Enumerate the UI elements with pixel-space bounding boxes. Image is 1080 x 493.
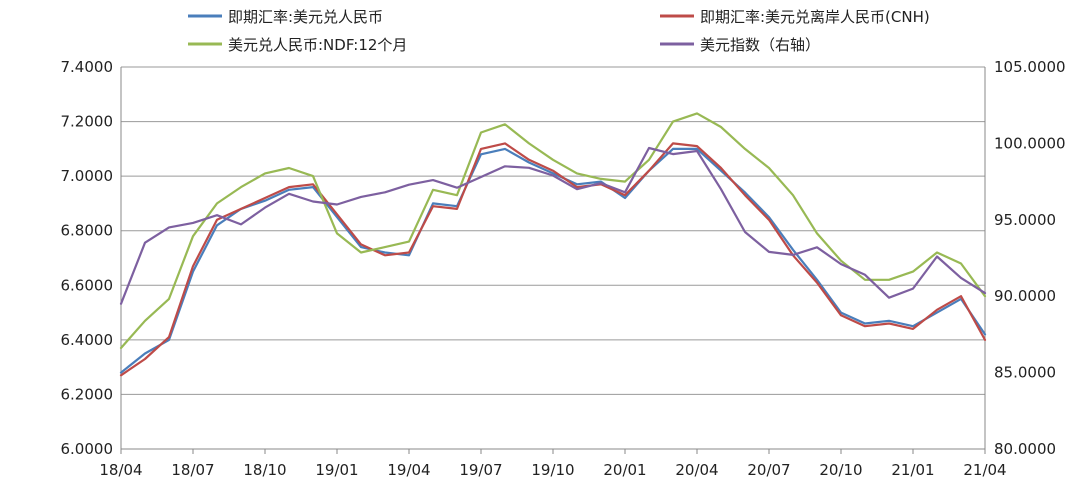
- legend-label: 即期汇率:美元兑离岸人民币(CNH): [700, 8, 930, 26]
- y-right-tick-label: 80.0000: [994, 440, 1056, 458]
- x-tick-label: 19/07: [459, 461, 502, 479]
- y-right-tick-label: 100.0000: [994, 134, 1066, 152]
- y-left-tick-label: 6.4000: [61, 331, 114, 349]
- legend: 即期汇率:美元兑人民币 即期汇率:美元兑离岸人民币(CNH) 美元兑人民币:NDF:…: [188, 8, 930, 54]
- y-left-tick-label: 7.2000: [61, 113, 114, 131]
- x-tick-label: 20/07: [747, 461, 790, 479]
- x-tick-label: 20/01: [603, 461, 646, 479]
- x-tick-label: 21/04: [963, 461, 1006, 479]
- gridlines: [121, 66, 985, 450]
- x-tick-label: 19/04: [387, 461, 430, 479]
- series-line-3: [119, 112, 987, 350]
- x-tick-label: 20/10: [819, 461, 862, 479]
- y-left-tick-label: 6.0000: [61, 440, 114, 458]
- series-line-2: [119, 142, 987, 377]
- legend-label: 即期汇率:美元兑人民币: [228, 8, 383, 26]
- legend-label: 美元兑人民币:NDF:12个月: [228, 36, 407, 54]
- x-tick-label: 18/10: [243, 461, 286, 479]
- axes: [120, 67, 986, 450]
- x-tick-label: 20/04: [675, 461, 718, 479]
- x-tick-label: 18/07: [171, 461, 214, 479]
- series-line-4: [119, 146, 987, 305]
- y-left-tick-label: 7.0000: [61, 167, 114, 185]
- x-tick-label: 19/10: [531, 461, 574, 479]
- series-line-1: [119, 147, 987, 374]
- y-left-tick-label: 6.8000: [61, 222, 114, 240]
- y-left-tick-label: 6.6000: [61, 276, 114, 294]
- y-left-tick-label: 6.2000: [61, 385, 114, 403]
- x-tick-label: 18/04: [99, 461, 142, 479]
- x-tick-label: 21/01: [891, 461, 934, 479]
- legend-label: 美元指数（右轴）: [700, 36, 820, 54]
- x-tick-label: 19/01: [315, 461, 358, 479]
- y-left-tick-label: 7.4000: [61, 58, 114, 76]
- y-right-tick-label: 95.0000: [994, 211, 1056, 229]
- y-right-tick-label: 105.0000: [994, 58, 1066, 76]
- series-lines: [119, 112, 987, 377]
- y-right-tick-label: 85.0000: [994, 364, 1056, 382]
- tick-labels: 6.0000 6.2000 6.4000 6.6000 6.8000 7.0000 7.20…: [61, 58, 1066, 479]
- y-right-tick-label: 90.0000: [994, 287, 1056, 305]
